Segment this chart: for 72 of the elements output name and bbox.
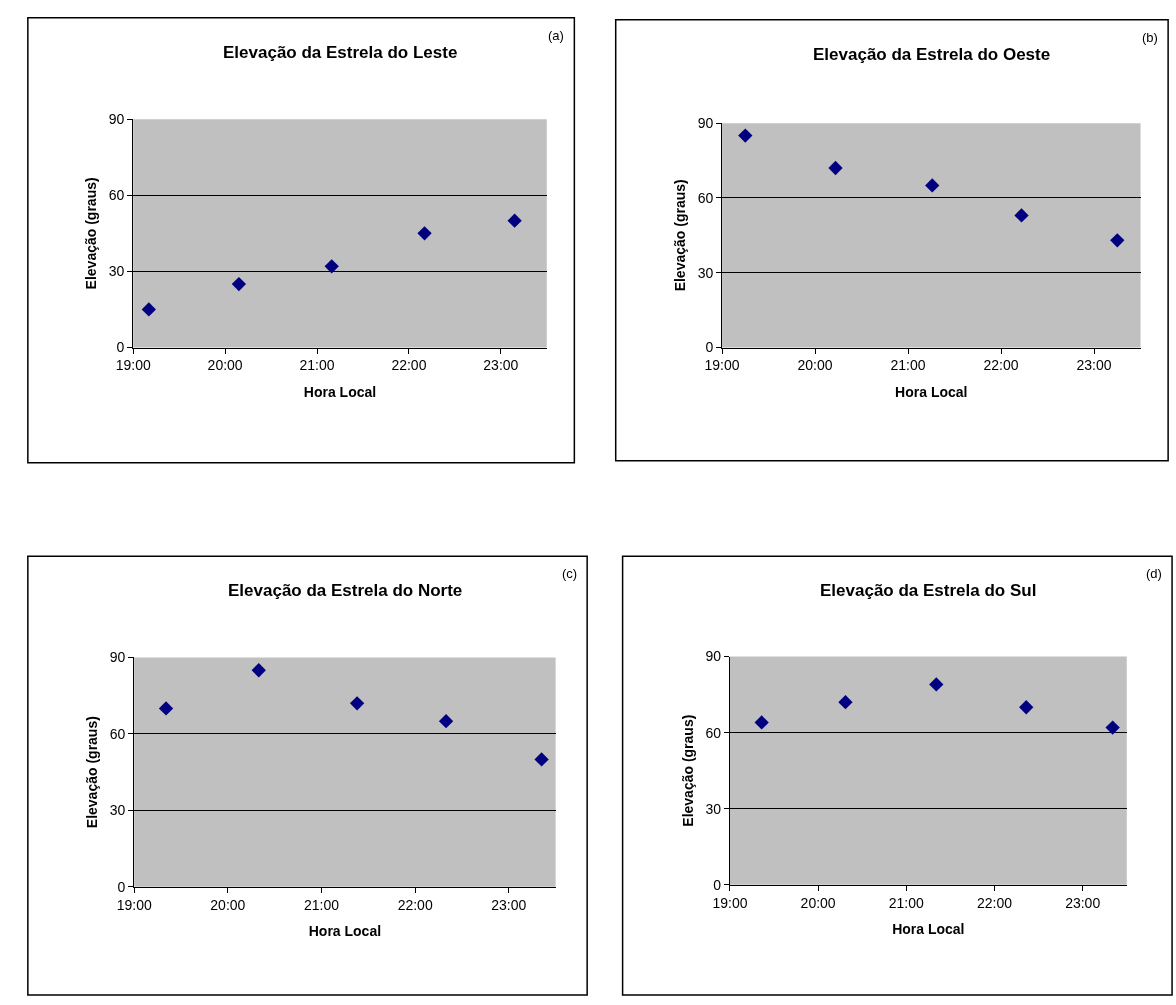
x-axis-title: Hora Local bbox=[303, 383, 377, 400]
y-tick-label: 0 bbox=[713, 876, 722, 893]
point bbox=[251, 663, 266, 678]
x-tick-label: 20:00 bbox=[207, 357, 243, 374]
x-tick-label: 23:00 bbox=[491, 896, 527, 913]
x-tick-label: 21:00 bbox=[303, 896, 340, 913]
y-axis-title: Elevação (graus) bbox=[83, 177, 100, 290]
y-axis-title: Elevação (graus) bbox=[680, 714, 697, 827]
x-tick-label: 22:00 bbox=[391, 357, 427, 374]
x-tick-label: 19:00 bbox=[704, 357, 740, 374]
y-tick-label: 0 bbox=[116, 339, 125, 356]
text: (b) bbox=[1142, 30, 1158, 45]
chart-title: Elevação da Estrela do Norte bbox=[228, 581, 463, 600]
y-tick-label: 90 bbox=[697, 115, 714, 132]
x-tick-label: 23:00 bbox=[483, 357, 519, 374]
point bbox=[1019, 700, 1034, 715]
point bbox=[828, 160, 843, 176]
x-tick-label: 20:00 bbox=[800, 894, 836, 911]
point bbox=[1110, 233, 1125, 248]
x-tick-label: 21:00 bbox=[890, 357, 926, 374]
x-axis-title: Hora Local bbox=[308, 922, 382, 939]
x-tick-label: 19:00 bbox=[116, 896, 152, 913]
y-tick-label: 30 bbox=[108, 263, 125, 280]
point bbox=[231, 276, 247, 292]
y-tick-label: 90 bbox=[108, 111, 125, 128]
point bbox=[534, 752, 549, 767]
y-tick-label: 30 bbox=[697, 264, 714, 281]
y-axis-title: Elevação (graus) bbox=[84, 716, 101, 829]
y-tick-label: 60 bbox=[108, 187, 125, 204]
y-tick-label: 90 bbox=[705, 648, 722, 665]
point bbox=[417, 226, 432, 241]
point bbox=[1014, 208, 1029, 223]
text: (d) bbox=[1146, 566, 1162, 581]
chart-title: Elevação da Estrela do Sul bbox=[820, 581, 1037, 600]
point bbox=[925, 178, 940, 193]
point bbox=[349, 696, 365, 711]
y-tick-label: 60 bbox=[697, 189, 714, 206]
text: (a) bbox=[548, 28, 564, 43]
point bbox=[1105, 720, 1120, 735]
x-tick-label: 21:00 bbox=[299, 357, 335, 374]
x-axis-title: Hora Local bbox=[892, 920, 965, 937]
point bbox=[738, 128, 753, 143]
y-tick-label: 30 bbox=[705, 800, 722, 817]
x-tick-label: 22:00 bbox=[976, 894, 1013, 911]
x-tick-label: 22:00 bbox=[397, 896, 433, 913]
x-tick-label: 19:00 bbox=[712, 894, 748, 911]
chart-title: Elevação da Estrela do Leste bbox=[223, 43, 458, 62]
x-axis-title: Hora Local bbox=[895, 383, 968, 400]
point bbox=[929, 677, 944, 692]
point bbox=[838, 695, 853, 710]
x-tick-label: 20:00 bbox=[797, 357, 833, 374]
chart-title: Elevação da Estrela do Oeste bbox=[813, 45, 1051, 64]
y-tick-label: 90 bbox=[109, 649, 126, 666]
x-tick-label: 20:00 bbox=[210, 896, 246, 913]
text: (c) bbox=[562, 566, 578, 581]
x-tick-label: 23:00 bbox=[1076, 357, 1112, 374]
y-tick-label: 60 bbox=[705, 724, 722, 741]
y-axis-title: Elevação (graus) bbox=[672, 179, 689, 292]
x-tick-label: 22:00 bbox=[983, 357, 1019, 374]
point bbox=[158, 701, 174, 716]
y-tick-label: 0 bbox=[117, 878, 126, 895]
point bbox=[324, 259, 339, 274]
point bbox=[141, 302, 156, 317]
point bbox=[438, 714, 454, 729]
y-tick-label: 30 bbox=[109, 802, 126, 819]
x-tick-label: 19:00 bbox=[115, 357, 151, 374]
point bbox=[754, 715, 769, 730]
x-tick-label: 21:00 bbox=[888, 894, 925, 911]
x-tick-label: 23:00 bbox=[1065, 894, 1101, 911]
point bbox=[507, 213, 522, 228]
y-tick-label: 60 bbox=[109, 725, 126, 742]
y-tick-label: 0 bbox=[705, 339, 714, 356]
